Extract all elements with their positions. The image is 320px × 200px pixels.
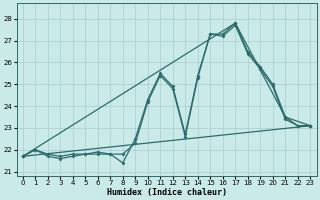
X-axis label: Humidex (Indice chaleur): Humidex (Indice chaleur) bbox=[107, 188, 227, 197]
